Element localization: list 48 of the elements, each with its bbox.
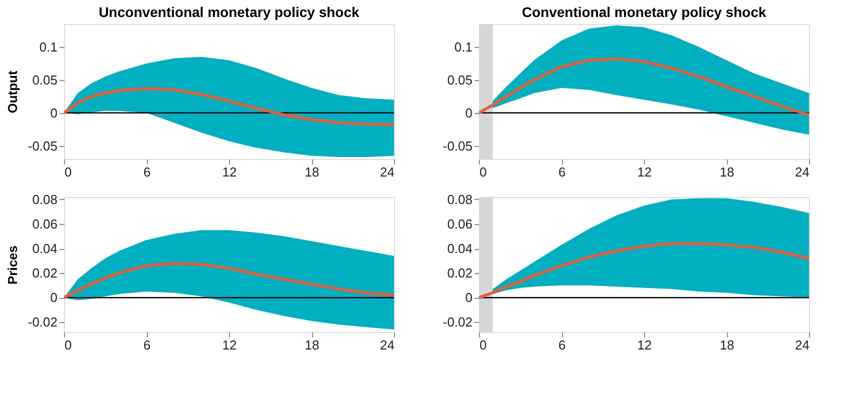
x-tick-label: 18 [720,338,734,352]
line-series [479,57,809,116]
x-tick-label: 0 [480,164,487,180]
y-tick-label: 0.05 [32,72,58,88]
x-tick-label: 0 [64,338,72,352]
x-tick-label: 12 [637,164,652,180]
y-tick-label: 0.08 [32,192,58,207]
x-tick-label: 6 [143,338,151,352]
y-tick-label: -0.05 [442,138,472,154]
x-tick-label: 6 [558,338,566,352]
x-tick-label: 0 [480,338,487,352]
y-tick-label: 0 [50,290,58,306]
x-tick-label: 24 [380,164,394,180]
y-tick-label: 0.08 [447,192,472,207]
y-tick-label: 0 [465,105,472,120]
y-tick-label: 0.04 [32,241,58,256]
x-tick-label: 24 [380,338,394,352]
y-axis-title: Output [4,70,20,114]
y-tick-label: 0.04 [447,241,472,256]
y-tick-label: 0.1 [454,40,472,55]
y-tick-label: -0.05 [28,138,58,154]
x-tick-label: 12 [222,164,237,180]
chart-title: Unconventional monetary policy shock [98,4,360,20]
y-tick-label: 0.06 [447,216,472,232]
x-tick-label: 24 [795,164,810,180]
x-tick-label: 18 [304,164,320,180]
line-series [64,87,394,126]
chart-title: Conventional monetary policy shock [522,4,766,20]
x-tick-label: 24 [795,338,810,352]
y-axis-title: Prices [4,245,20,285]
y-tick-label: -0.02 [442,314,472,330]
x-tick-label: 18 [720,164,734,180]
x-tick-label: 12 [637,338,652,352]
y-tick-label: 0.06 [32,216,58,232]
y-tick-label: 0.1 [39,40,58,55]
y-tick-label: -0.02 [28,314,58,330]
y-tick-label: 0 [50,105,58,120]
x-tick-label: 12 [222,338,237,352]
y-tick-label: 0.05 [447,72,472,88]
y-tick-label: 0 [465,290,472,306]
y-tick-label: 0.02 [32,266,58,281]
y-tick-label: 0.02 [447,266,472,281]
x-tick-label: 6 [143,164,151,180]
line-series [479,242,809,300]
x-tick-label: 18 [304,338,320,352]
x-tick-label: 0 [64,164,72,180]
line-series [64,262,394,300]
x-tick-label: 6 [558,164,566,180]
